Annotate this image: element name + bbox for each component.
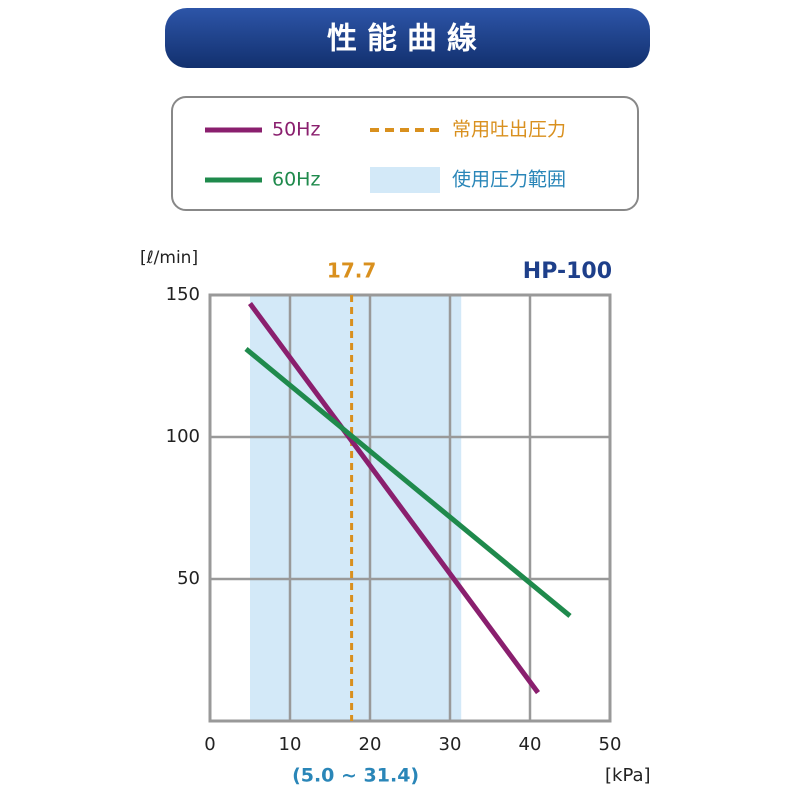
legend-label: 常用吐出圧力 bbox=[452, 119, 566, 141]
x-tick-label: 20 bbox=[359, 734, 382, 755]
legend-box bbox=[171, 96, 639, 211]
plot-frame bbox=[208, 293, 612, 723]
x-axis-label: [kPa] bbox=[605, 765, 651, 786]
legend-swatch bbox=[370, 167, 440, 193]
y-tick-label: 100 bbox=[166, 426, 200, 447]
x-tick-label: 40 bbox=[519, 734, 542, 755]
legend-label: 50Hz bbox=[272, 119, 320, 141]
x-tick-label: 30 bbox=[439, 734, 462, 755]
series-line bbox=[247, 302, 541, 695]
range-shade bbox=[250, 295, 462, 721]
series-line bbox=[244, 347, 572, 618]
x-tick-label: 10 bbox=[279, 734, 302, 755]
y-axis-label: [ℓ/min] bbox=[140, 248, 198, 268]
legend-label: 使用圧力範囲 bbox=[452, 169, 566, 191]
model-label: HP-100 bbox=[523, 259, 612, 284]
reference-value: 17.7 bbox=[327, 259, 376, 283]
x-tick-label: 0 bbox=[204, 734, 215, 755]
chart-title: 性能曲線 bbox=[327, 22, 487, 57]
legend-label: 60Hz bbox=[272, 169, 320, 191]
x-tick-label: 50 bbox=[599, 734, 622, 755]
y-tick-label: 50 bbox=[177, 568, 200, 589]
y-tick-label: 150 bbox=[166, 284, 200, 305]
title-banner bbox=[165, 8, 650, 68]
range-label: (5.0 ~ 31.4) bbox=[292, 765, 419, 787]
